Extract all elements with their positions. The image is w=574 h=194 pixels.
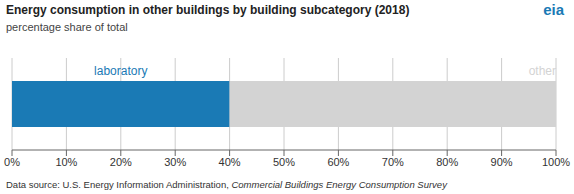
svg-text:80%: 80%: [436, 156, 458, 168]
svg-text:10%: 10%: [55, 156, 77, 168]
svg-text:100%: 100%: [542, 156, 566, 168]
svg-text:other: other: [529, 64, 556, 78]
html-text:eia: eia: [543, 1, 564, 18]
svg-text:70%: 70%: [382, 156, 404, 168]
svg-text:50%: 50%: [273, 156, 295, 168]
svg-text:90%: 90%: [491, 156, 513, 168]
svg-text:40%: 40%: [219, 156, 241, 168]
html-text:Energy consumption in other bu: Energy consumption in other buildings by…: [6, 3, 410, 17]
svg-text:0%: 0%: [8, 156, 20, 168]
svg-text:60%: 60%: [327, 156, 349, 168]
svg-text:laboratory: laboratory: [94, 64, 147, 78]
svg-text:30%: 30%: [164, 156, 186, 168]
svg-text:20%: 20%: [110, 156, 132, 168]
html-text:percentage share of total: percentage share of total: [6, 21, 128, 33]
html-text:Data source: U.S. Energy Infor: Data source: U.S. Energy Information Adm…: [6, 179, 447, 190]
